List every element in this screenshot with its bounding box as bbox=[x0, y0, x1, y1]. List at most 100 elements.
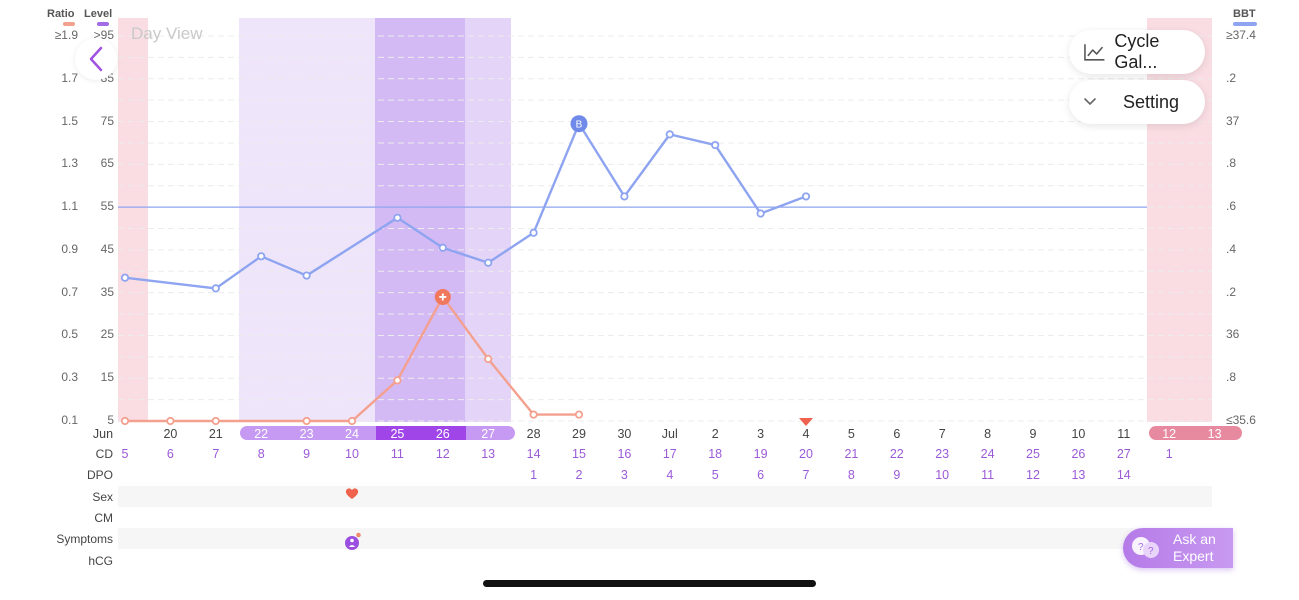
bbt-tick-label: .2 bbox=[1226, 284, 1237, 299]
bbt-peak-marker bbox=[570, 115, 588, 133]
bbt-tick-label: 36 bbox=[1226, 327, 1240, 342]
ratio-tick-label: 1.1 bbox=[61, 199, 78, 214]
date-label[interactable]: 27 bbox=[481, 427, 496, 441]
cd-row-label: CD bbox=[95, 447, 113, 461]
cd-value: 25 bbox=[1026, 447, 1040, 461]
ratio-point bbox=[574, 410, 584, 419]
dpo-value: 14 bbox=[1116, 468, 1131, 482]
date-label[interactable]: 2 bbox=[711, 427, 719, 441]
fertile-band bbox=[239, 18, 375, 422]
dpo-value: 3 bbox=[620, 468, 628, 482]
date-label[interactable]: 13 bbox=[1207, 427, 1222, 441]
cd-value: 15 bbox=[572, 447, 586, 461]
date-label[interactable]: 30 bbox=[617, 427, 632, 441]
date-label[interactable]: 4 bbox=[802, 427, 810, 441]
ratio-tick-label: 0.9 bbox=[61, 241, 78, 256]
date-label[interactable]: 22 bbox=[254, 427, 269, 441]
ratio-point bbox=[166, 416, 175, 426]
level-tick-label: 55 bbox=[100, 199, 114, 214]
date-label[interactable]: Jun bbox=[92, 427, 114, 441]
ratio-tick-label: 0.7 bbox=[61, 284, 78, 299]
ratio-point bbox=[393, 376, 402, 385]
chevron-down-icon bbox=[1084, 98, 1096, 106]
date-label[interactable]: 28 bbox=[526, 427, 541, 441]
cm-row-label: CM bbox=[94, 511, 113, 525]
home-indicator bbox=[483, 580, 816, 587]
date-label[interactable]: 6 bbox=[893, 427, 901, 441]
dpo-value: 1 bbox=[530, 468, 538, 482]
dpo-value: 11 bbox=[981, 468, 995, 482]
cd-value: 23 bbox=[935, 447, 950, 461]
date-label[interactable]: 26 bbox=[435, 427, 450, 441]
period-band bbox=[118, 18, 148, 422]
bbt-legend-swatch bbox=[1233, 22, 1257, 26]
bbt-point bbox=[665, 130, 674, 139]
cd-value: 26 bbox=[1071, 447, 1086, 461]
back-button[interactable] bbox=[75, 38, 117, 80]
date-label[interactable]: 3 bbox=[757, 427, 765, 441]
bbt-tick-label: .8 bbox=[1226, 370, 1237, 385]
peak-band bbox=[375, 18, 465, 422]
dpo-value: 2 bbox=[575, 468, 583, 482]
cd-value: 17 bbox=[662, 447, 677, 461]
bbt-tick-label: ≥37.4 bbox=[1226, 28, 1256, 42]
view-mode-label: Day View bbox=[131, 24, 203, 43]
ratio-point bbox=[211, 416, 220, 426]
cd-value: 5 bbox=[121, 447, 129, 461]
date-label[interactable]: 25 bbox=[390, 427, 405, 441]
cd-value: 20 bbox=[799, 447, 813, 461]
ratio-point bbox=[120, 416, 130, 426]
svg-text:?: ? bbox=[1138, 542, 1144, 553]
ratio-legend-label: Ratio bbox=[47, 8, 75, 20]
date-label[interactable]: 8 bbox=[984, 427, 992, 441]
ask-an-expert-button[interactable]: ? ? Ask an Expert bbox=[1123, 528, 1233, 568]
ratio-tick-label: 1.5 bbox=[61, 113, 78, 128]
ratio-tick-label: 0.5 bbox=[61, 327, 78, 342]
sex-row-band bbox=[118, 486, 1212, 507]
symptom-icon[interactable] bbox=[344, 532, 362, 552]
ovulation-marker-icon bbox=[799, 418, 813, 426]
bbt-tick-label: .4 bbox=[1226, 241, 1237, 256]
heart-icon[interactable] bbox=[345, 487, 359, 500]
ratio-point bbox=[529, 410, 538, 419]
dpo-value: 7 bbox=[802, 468, 810, 482]
date-label[interactable]: 10 bbox=[1071, 427, 1086, 441]
bbt-tick-label: .8 bbox=[1226, 156, 1237, 171]
cycle-gallery-button[interactable]: Cycle Gal... bbox=[1069, 30, 1205, 74]
dpo-row-label: DPO bbox=[86, 468, 113, 482]
date-label[interactable]: 29 bbox=[572, 427, 586, 441]
date-label[interactable]: 21 bbox=[208, 427, 223, 441]
bbt-point bbox=[211, 284, 220, 293]
chevron-left-icon bbox=[89, 46, 103, 72]
line-chart-icon bbox=[1084, 44, 1105, 61]
date-label[interactable]: 20 bbox=[163, 427, 178, 441]
dpo-value: 4 bbox=[666, 468, 674, 482]
cd-value: 22 bbox=[889, 447, 904, 461]
bbt-line bbox=[124, 122, 807, 290]
fertile-band-end bbox=[465, 18, 511, 422]
cd-value: 24 bbox=[980, 447, 995, 461]
date-label[interactable]: 9 bbox=[1029, 427, 1037, 441]
cd-value: 27 bbox=[1116, 447, 1131, 461]
date-label[interactable]: 12 bbox=[1162, 427, 1177, 441]
bbt-point bbox=[257, 252, 266, 261]
date-label[interactable]: 5 bbox=[847, 427, 855, 441]
date-label[interactable]: Jul bbox=[661, 427, 678, 441]
ratio-tick-label: ≥1.9 bbox=[54, 28, 78, 42]
date-label[interactable]: 7 bbox=[938, 427, 946, 441]
symptoms-row-label: Symptoms bbox=[56, 532, 113, 546]
bbt-legend-label: BBT bbox=[1233, 8, 1256, 20]
cycle-chart: B bbox=[118, 18, 1212, 426]
bbt-tick-label: .2 bbox=[1226, 70, 1237, 85]
ask-line2: Expert bbox=[1173, 548, 1214, 564]
level-tick-label: 25 bbox=[100, 327, 114, 342]
setting-button[interactable]: Setting bbox=[1069, 80, 1205, 124]
date-label[interactable]: 24 bbox=[345, 427, 359, 441]
bbt-point bbox=[393, 213, 402, 222]
ratio-tick-label: 1.3 bbox=[61, 156, 78, 171]
date-label[interactable]: 11 bbox=[1117, 427, 1131, 441]
chat-bubbles-icon: ? ? bbox=[1132, 537, 1159, 558]
cd-value: 6 bbox=[166, 447, 174, 461]
bbt-point bbox=[620, 192, 629, 201]
date-label[interactable]: 23 bbox=[299, 427, 314, 441]
